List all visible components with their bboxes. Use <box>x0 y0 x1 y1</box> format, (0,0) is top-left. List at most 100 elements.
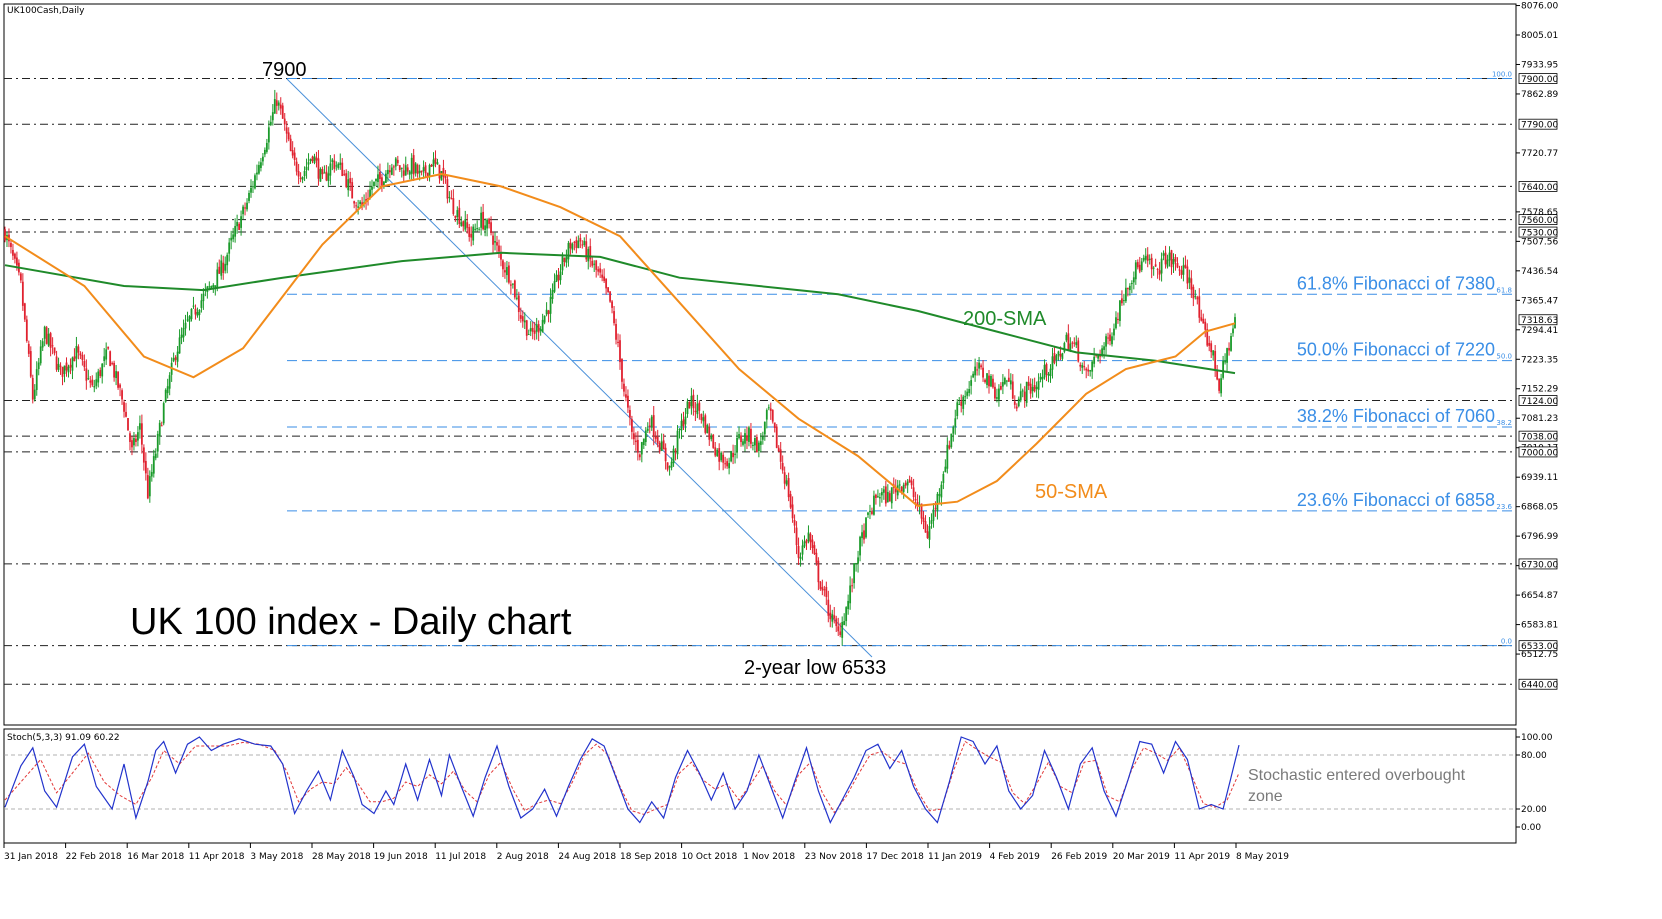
candle-body <box>722 454 725 463</box>
candle-body <box>291 150 294 156</box>
candle-body <box>1214 351 1217 370</box>
candle-body <box>573 241 576 243</box>
candle-body <box>839 631 842 635</box>
candle-body <box>964 396 967 398</box>
candle-body <box>771 410 774 422</box>
candle-body <box>910 480 913 486</box>
candle-body <box>125 411 127 417</box>
candle-body <box>39 346 42 364</box>
candle-body <box>809 533 812 543</box>
candle-body <box>1053 353 1056 363</box>
candle-body <box>210 286 213 289</box>
candle-body <box>1170 250 1173 268</box>
candle-body <box>861 532 863 539</box>
candle-body <box>10 243 12 248</box>
candle-body <box>1085 368 1088 371</box>
candle-body <box>791 504 794 519</box>
level-label: 7000.00 <box>1521 448 1558 458</box>
candle-body <box>773 422 776 428</box>
candle-body <box>117 371 119 388</box>
candle-body <box>462 221 465 227</box>
price-tick-label: 7365.47 <box>1521 296 1558 306</box>
candle-body <box>976 369 978 371</box>
candle-body <box>1224 360 1226 363</box>
candle-body <box>934 507 937 509</box>
candle-body <box>178 337 181 354</box>
candle-body <box>293 152 296 160</box>
candle-body <box>746 435 748 441</box>
candle-body <box>97 371 100 383</box>
candle-body <box>547 310 550 315</box>
candle-body <box>154 453 157 459</box>
candle-body <box>93 385 96 388</box>
candle-body <box>555 274 558 282</box>
candle-body <box>63 365 66 375</box>
candle-body <box>1105 336 1107 347</box>
candle-body <box>640 442 643 455</box>
candle-body <box>1202 318 1205 324</box>
candle-body <box>857 557 859 564</box>
candle-body <box>25 319 28 341</box>
candle-body <box>289 138 292 152</box>
candle-body <box>813 545 816 554</box>
candle-body <box>565 256 568 263</box>
candle-body <box>652 415 655 437</box>
candle-body <box>73 356 76 362</box>
candle-body <box>748 427 750 442</box>
stoch-tick-label: 100.00 <box>1521 733 1553 743</box>
candle-body <box>65 362 68 371</box>
candle-body <box>759 441 762 445</box>
candle-body <box>674 450 677 452</box>
candle-body <box>1019 391 1022 401</box>
candle-body <box>1000 385 1002 390</box>
candle-body <box>914 499 917 501</box>
candle-body <box>785 480 788 485</box>
candle-body <box>835 618 838 627</box>
candle-body <box>262 156 264 162</box>
candle-body <box>216 269 219 289</box>
candle-body <box>137 432 139 441</box>
candle-body <box>186 319 189 321</box>
candle-body <box>825 586 828 597</box>
candle-body <box>232 234 235 240</box>
candle-body <box>982 367 984 378</box>
candle-body <box>392 166 395 168</box>
candle-body <box>863 530 865 540</box>
candle-body <box>1009 380 1012 385</box>
candle-body <box>135 438 137 443</box>
fib-pct: 23.6 <box>1496 503 1512 511</box>
candle-body <box>1168 252 1171 261</box>
candle-body <box>684 416 687 425</box>
candle-body <box>950 433 953 448</box>
candle-body <box>1073 342 1076 344</box>
candle-body <box>91 379 94 386</box>
candle-body <box>972 373 975 378</box>
candle-body <box>509 284 512 286</box>
candle-body <box>408 171 411 175</box>
candle-body <box>732 452 734 458</box>
candle-body <box>59 365 62 367</box>
time-tick-label: 18 Sep 2018 <box>620 852 677 862</box>
candle-body <box>1033 385 1036 392</box>
candle-body <box>254 175 256 189</box>
candle-body <box>404 165 407 176</box>
candle-body <box>1097 355 1100 359</box>
candle-body <box>140 423 143 445</box>
candle-body <box>740 435 742 443</box>
candle-body <box>797 545 800 558</box>
candle-body <box>158 422 161 437</box>
candle-body <box>297 171 300 177</box>
candle-body <box>581 244 584 246</box>
candle-body <box>37 362 40 370</box>
candle-body <box>77 346 80 353</box>
candle-body <box>1089 370 1092 372</box>
candle-body <box>466 222 469 228</box>
candle-body <box>716 449 719 456</box>
candle-body <box>629 409 631 418</box>
candle-body <box>4 229 6 241</box>
candle-body <box>563 257 566 262</box>
candle-body <box>843 621 846 626</box>
candle-body <box>1057 351 1060 356</box>
candle-body <box>315 157 318 161</box>
fib-label: 23.6% Fibonacci of 6858 <box>1297 490 1495 510</box>
